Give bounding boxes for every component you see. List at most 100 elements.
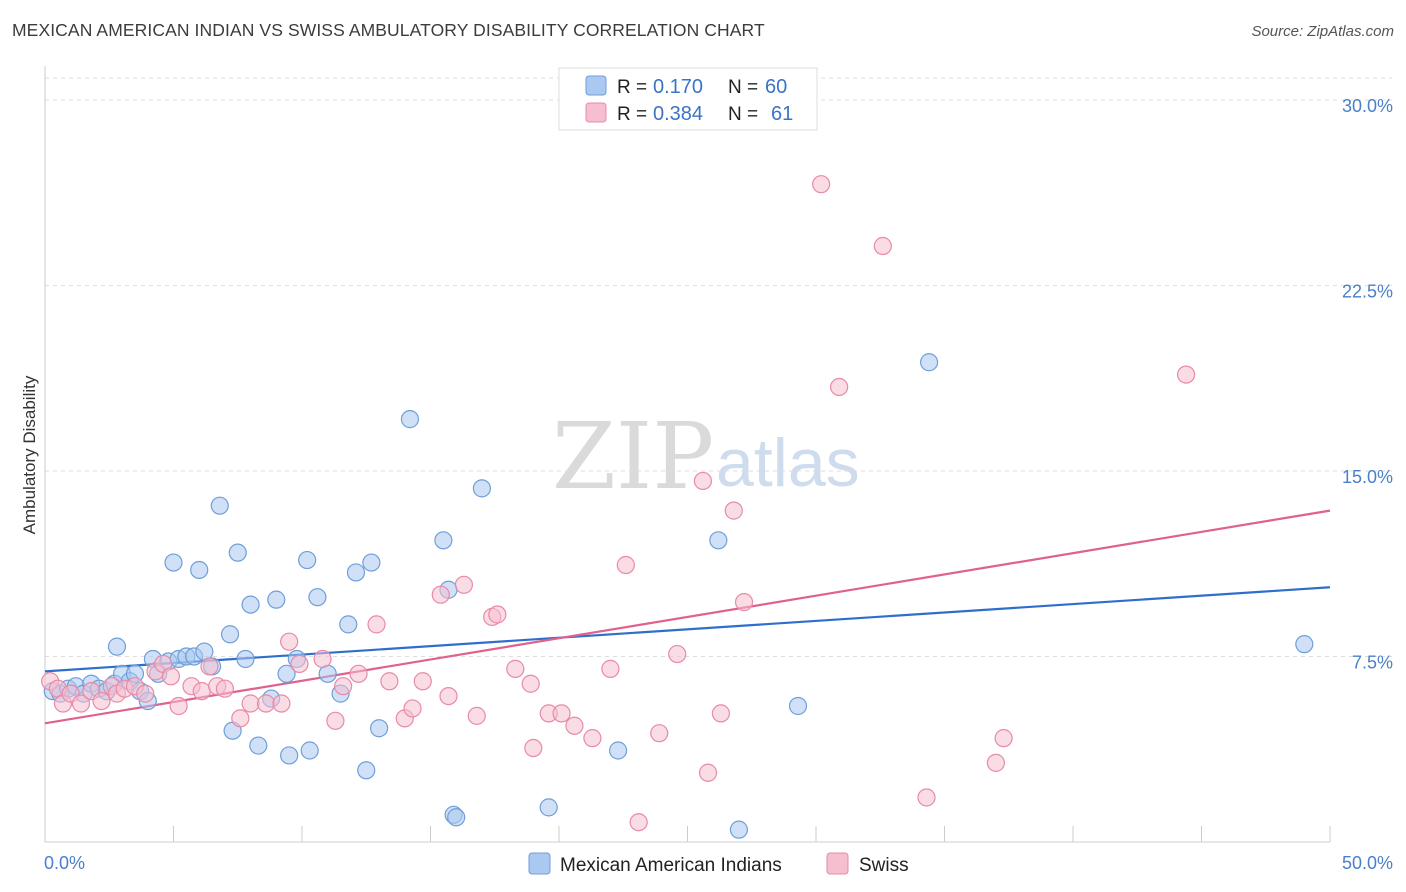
point-swiss <box>136 684 155 703</box>
point-mexican-american-indians <box>300 741 319 760</box>
point-swiss <box>830 377 849 397</box>
point-mexican-american-indians <box>346 563 366 582</box>
x-tick-label-max: 50.0% <box>1342 853 1393 873</box>
point-swiss <box>403 699 422 718</box>
point-swiss <box>629 813 648 832</box>
point-mexican-american-indians <box>308 588 327 607</box>
point-mexican-american-indians <box>1295 635 1314 654</box>
point-swiss <box>524 738 543 758</box>
point-mexican-american-indians <box>729 820 749 839</box>
legend-r-label-pink: R = <box>617 104 647 125</box>
point-mexican-american-indians <box>919 353 939 372</box>
watermark-zip: ZIP <box>552 403 714 510</box>
point-swiss <box>698 763 718 782</box>
point-swiss <box>873 236 892 256</box>
legend-n-value-pink: 61 <box>771 103 793 125</box>
trend-line-swiss <box>44 509 1331 725</box>
point-mexican-american-indians <box>220 625 240 644</box>
watermark-atlas: atlas <box>716 425 860 501</box>
point-mexican-american-indians <box>788 696 808 716</box>
point-mexican-american-indians <box>277 664 296 683</box>
point-swiss <box>280 632 299 651</box>
bottom-legend-swatch-pink <box>826 852 849 875</box>
chart-title: MEXICAN AMERICAN INDIAN VS SWISS AMBULAT… <box>12 20 765 40</box>
point-swiss <box>506 659 525 678</box>
point-swiss <box>241 694 260 713</box>
point-swiss <box>272 694 291 713</box>
point-swiss <box>92 691 111 711</box>
legend-bottom: Mexican American Indians Swiss <box>528 852 909 876</box>
point-swiss <box>565 716 584 735</box>
point-swiss <box>380 672 399 691</box>
point-mexican-american-indians <box>298 550 317 570</box>
point-swiss <box>994 729 1013 748</box>
point-mexican-american-indians <box>370 719 389 738</box>
point-mexican-american-indians <box>472 479 491 498</box>
legend-swatch-blue <box>585 75 607 96</box>
axes: 7.5% 15.0% 22.5% 30.0% 0.0% 50.0% <box>44 66 1393 873</box>
point-swiss <box>812 175 831 194</box>
point-mexican-american-indians <box>434 531 453 550</box>
legend-r-value-pink: 0.384 <box>653 103 703 125</box>
point-swiss <box>734 593 754 612</box>
point-swiss <box>693 471 713 491</box>
point-swiss <box>192 682 211 701</box>
legend-n-label-blue: N = <box>728 77 758 98</box>
legend-swatch-pink <box>585 102 607 123</box>
trend-lines <box>44 509 1331 725</box>
point-mexican-american-indians <box>267 590 286 609</box>
point-mexican-american-indians <box>339 615 358 634</box>
y-tick-label: 22.5% <box>1342 282 1393 302</box>
point-mexican-american-indians <box>236 649 255 669</box>
point-swiss <box>1176 365 1196 384</box>
point-swiss <box>650 724 669 743</box>
point-swiss <box>215 679 234 698</box>
point-swiss <box>349 664 368 683</box>
point-swiss <box>367 615 386 634</box>
point-swiss <box>334 677 353 696</box>
point-mexican-american-indians <box>362 553 381 572</box>
point-swiss <box>917 788 936 807</box>
y-tick-label: 15.0% <box>1342 467 1393 487</box>
point-mexican-american-indians <box>249 736 268 755</box>
y-tick-label: 30.0% <box>1342 96 1393 116</box>
point-mexican-american-indians <box>539 798 558 817</box>
point-swiss <box>256 694 276 713</box>
point-swiss <box>413 672 432 691</box>
point-mexican-american-indians <box>609 741 628 760</box>
point-swiss <box>431 585 450 604</box>
point-swiss <box>616 555 635 575</box>
point-mexican-american-indians <box>228 543 247 562</box>
legend-top: R = 0.170 N = 60 R = 0.384 N = 61 <box>558 67 818 131</box>
point-mexican-american-indians <box>190 560 209 580</box>
bottom-legend-swatch-blue <box>528 852 551 875</box>
point-mexican-american-indians <box>280 746 299 765</box>
bottom-legend-label-blue: Mexican American Indians <box>560 855 782 876</box>
legend-r-label-blue: R = <box>617 77 647 98</box>
trend-line-mexican-american-indians <box>44 586 1331 673</box>
point-swiss <box>724 501 743 520</box>
point-swiss <box>711 704 731 723</box>
point-swiss <box>986 753 1006 772</box>
point-swiss <box>313 649 332 669</box>
point-mexican-american-indians <box>357 761 376 780</box>
legend-n-value-blue: 60 <box>765 76 787 98</box>
point-swiss <box>583 729 602 748</box>
y-axis-title: Ambulatory Disability <box>20 375 39 534</box>
point-mexican-american-indians <box>210 496 229 515</box>
point-mexican-american-indians <box>447 808 466 827</box>
point-swiss <box>454 575 474 594</box>
source-credit: Source: ZipAtlas.com <box>1251 23 1394 40</box>
point-swiss <box>71 694 91 713</box>
point-swiss <box>161 667 181 686</box>
point-swiss <box>439 686 458 706</box>
point-swiss <box>488 605 507 624</box>
point-swiss <box>552 704 571 723</box>
point-mexican-american-indians <box>164 553 183 572</box>
x-tick-label-min: 0.0% <box>44 853 85 873</box>
point-swiss <box>231 709 250 728</box>
data-points <box>41 175 1314 839</box>
legend-r-value-blue: 0.170 <box>653 76 703 98</box>
point-mexican-american-indians <box>709 531 728 550</box>
